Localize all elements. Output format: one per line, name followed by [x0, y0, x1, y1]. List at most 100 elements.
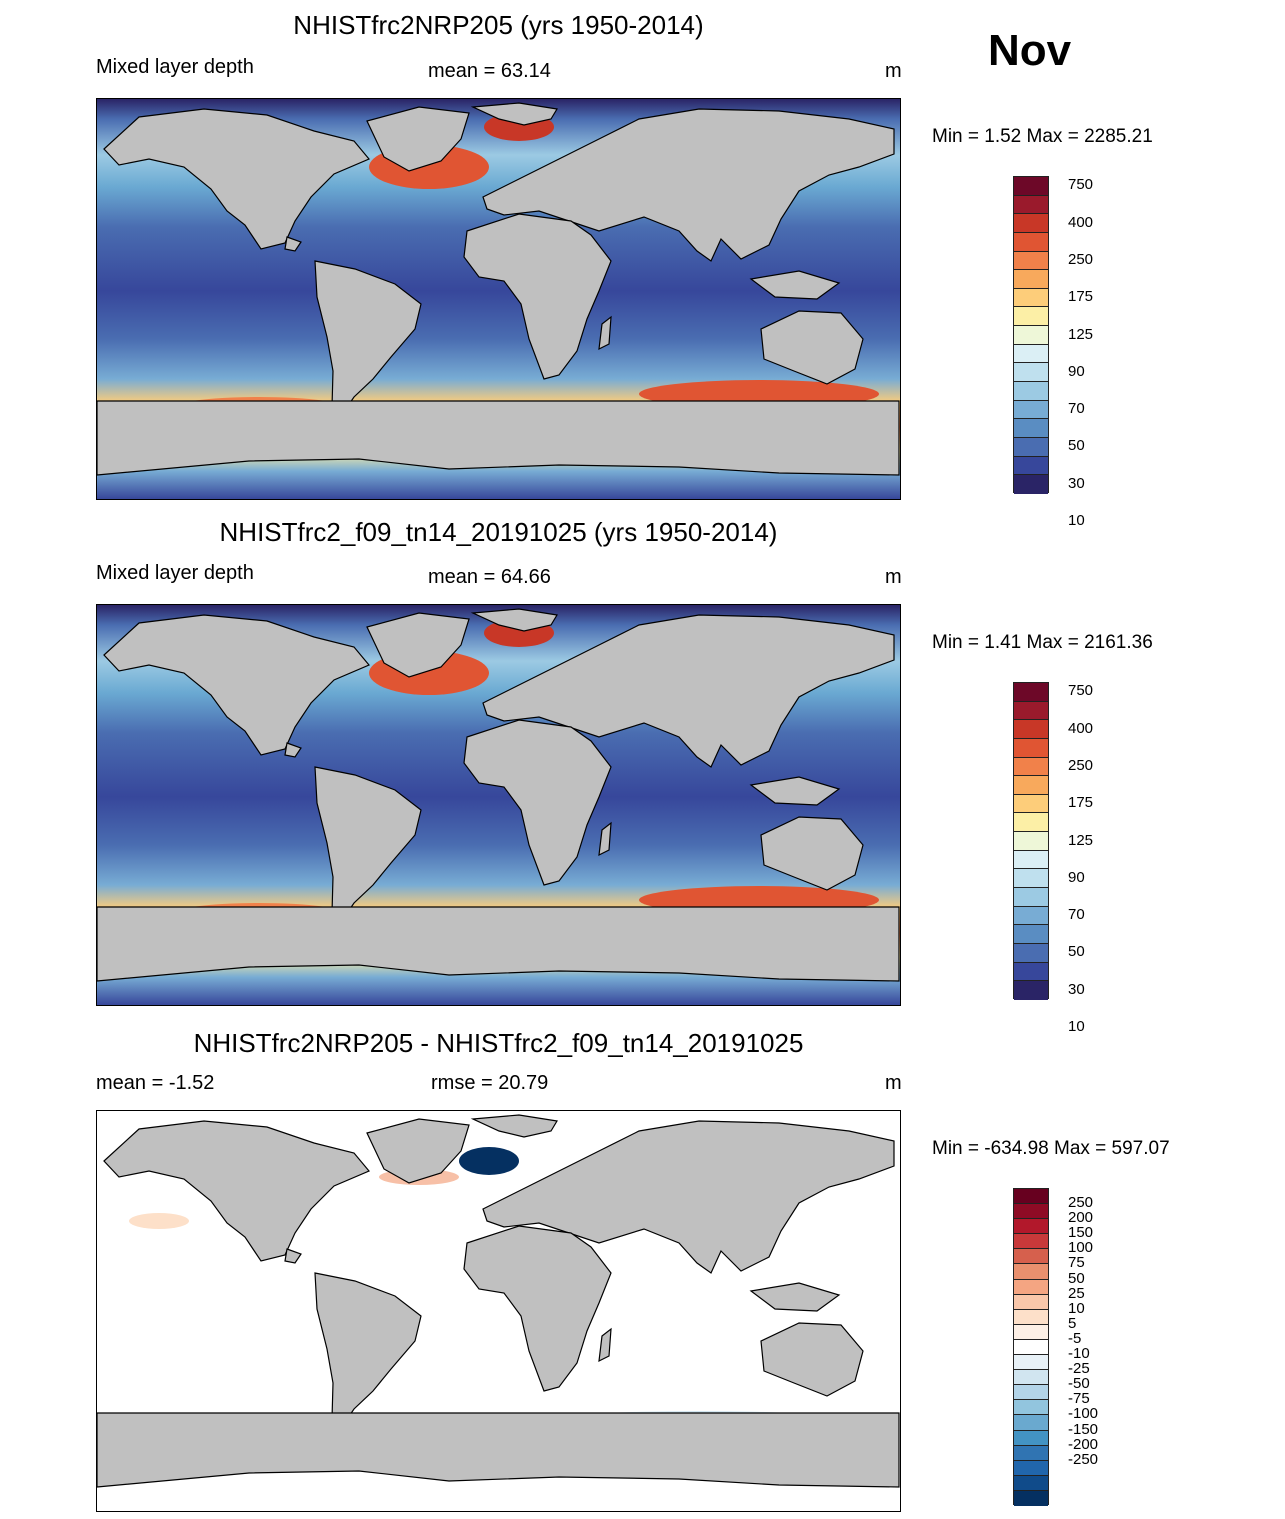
colorbar-swatch — [1014, 1370, 1048, 1386]
colorbar-swatch — [1014, 1430, 1048, 1446]
panel-3-mean-label: mean = -1.52 — [96, 1072, 215, 1094]
colorbar-swatch — [1014, 177, 1048, 196]
colorbar-swatch — [1014, 683, 1048, 702]
colorbar-swatch — [1014, 1309, 1048, 1325]
colorbar-swatch — [1014, 288, 1048, 308]
colorbar-swatch — [1014, 1204, 1048, 1220]
colorbar-swatch — [1014, 1400, 1048, 1416]
panel-2-title: NHISTfrc2_f09_tn14_20191025 (yrs 1950-20… — [219, 517, 778, 547]
colorbar-tick-label: 50 — [1068, 1269, 1085, 1287]
colorbar-swatch — [1014, 850, 1048, 870]
colorbar-tick-label: 125 — [1068, 831, 1094, 849]
colorbar-tick-label: 10 — [1068, 1017, 1085, 1035]
colorbar-swatch — [1014, 925, 1048, 944]
panel-2-mean-label: mean = 64.66 — [428, 566, 551, 588]
colorbar-swatch — [1014, 1234, 1048, 1250]
colorbar-tick-label: -150 — [1068, 1420, 1099, 1438]
colorbar-swatch — [1014, 1189, 1048, 1205]
colorbar-swatch — [1014, 456, 1048, 476]
colorbar-tick-label: 750 — [1068, 682, 1094, 700]
colorbar-tick-label: 100 — [1068, 1239, 1094, 1257]
colorbar-swatch — [1014, 720, 1048, 739]
colorbar-tick-label: 30 — [1068, 980, 1085, 998]
colorbar-swatch — [1014, 382, 1048, 401]
colorbar-tick-label: 90 — [1068, 868, 1085, 886]
colorbar-swatch — [1014, 813, 1048, 833]
colorbar-tick-label: 150 — [1068, 1224, 1094, 1242]
colorbar-swatch — [1014, 1355, 1048, 1371]
colorbar-swatch — [1014, 906, 1048, 926]
colorbar-swatch — [1014, 776, 1048, 795]
colorbar-swatch — [1014, 307, 1048, 327]
colorbar-swatch — [1014, 1249, 1048, 1265]
colorbar-tick-label: 10 — [1068, 511, 1085, 529]
colorbar-swatch — [1014, 1475, 1048, 1491]
colorbar-swatch — [1014, 1324, 1048, 1340]
colorbar-tick-label: 175 — [1068, 794, 1094, 812]
colorbar-swatch — [1014, 270, 1048, 289]
panel-1-title: NHISTfrc2NRP205 (yrs 1950-2014) — [293, 10, 704, 40]
colorbar-swatch — [1014, 943, 1048, 963]
colorbar-tick-label: -250 — [1068, 1450, 1099, 1468]
colorbar-tick-label: -50 — [1068, 1375, 1090, 1393]
colorbar-tick-label: 10 — [1068, 1299, 1085, 1317]
colorbar-tick-label: -10 — [1068, 1345, 1090, 1363]
colorbar-tick-label: 50 — [1068, 943, 1085, 961]
panel-2-variable-label: Mixed layer depth — [96, 562, 254, 584]
colorbar-tick-label: 5 — [1068, 1314, 1077, 1332]
panel-2-colorbar — [1013, 682, 1049, 1000]
panel-3-title: NHISTfrc2NRP205 - NHISTfrc2_f09_tn14_201… — [193, 1028, 804, 1058]
colorbar-tick-label: 75 — [1068, 1254, 1085, 1272]
colorbar-tick-label: 25 — [1068, 1284, 1085, 1302]
colorbar-swatch — [1014, 1264, 1048, 1280]
colorbar-tick-label: -100 — [1068, 1405, 1099, 1423]
colorbar-swatch — [1014, 1219, 1048, 1235]
panel-1-mean-label: mean = 63.14 — [428, 60, 551, 82]
panel-1-colorbar — [1013, 176, 1049, 494]
panel-2-map — [96, 604, 901, 1006]
colorbar-swatch — [1014, 794, 1048, 814]
colorbar-swatch — [1014, 419, 1048, 438]
colorbar-tick-label: 50 — [1068, 437, 1085, 455]
colorbar-swatch — [1014, 738, 1048, 758]
panel-3-rmse-label: rmse = 20.79 — [431, 1072, 549, 1094]
colorbar-tick-label: -200 — [1068, 1435, 1099, 1453]
colorbar-tick-label: 70 — [1068, 906, 1085, 924]
colorbar-tick-label: 400 — [1068, 719, 1094, 737]
colorbar-swatch — [1014, 195, 1048, 215]
colorbar-swatch — [1014, 232, 1048, 252]
colorbar-tick-label: 30 — [1068, 474, 1085, 492]
colorbar-swatch — [1014, 1460, 1048, 1476]
panel-3-map — [96, 1110, 901, 1512]
panel-3-colorbar — [1013, 1188, 1049, 1506]
colorbar-swatch — [1014, 888, 1048, 907]
colorbar-swatch — [1014, 757, 1048, 777]
colorbar-tick-label: 250 — [1068, 1194, 1094, 1212]
colorbar-swatch — [1014, 1445, 1048, 1461]
colorbar-swatch — [1014, 1279, 1048, 1295]
panel-1-variable-label: Mixed layer depth — [96, 56, 254, 78]
colorbar-swatch — [1014, 1339, 1048, 1356]
colorbar-swatch — [1014, 475, 1048, 494]
panel-3-minmax: Min = -634.98 Max = 597.07 — [932, 1138, 1170, 1159]
colorbar-tick-label: 90 — [1068, 362, 1085, 380]
colorbar-swatch — [1014, 363, 1048, 383]
colorbar-tick-label: 175 — [1068, 288, 1094, 306]
colorbar-swatch — [1014, 832, 1048, 851]
panel-1-minmax: Min = 1.52 Max = 2285.21 — [932, 126, 1153, 147]
colorbar-swatch — [1014, 400, 1048, 420]
colorbar-swatch — [1014, 251, 1048, 271]
colorbar-swatch — [1014, 981, 1048, 1000]
colorbar-swatch — [1014, 326, 1048, 345]
colorbar-swatch — [1014, 344, 1048, 364]
panel-1-units: m — [885, 60, 902, 82]
colorbar-swatch — [1014, 701, 1048, 721]
colorbar-swatch — [1014, 1490, 1048, 1506]
colorbar-tick-label: 70 — [1068, 400, 1085, 418]
colorbar-swatch — [1014, 437, 1048, 457]
colorbar-swatch — [1014, 1385, 1048, 1401]
colorbar-tick-label: 125 — [1068, 325, 1094, 343]
month-label: Nov — [988, 26, 1072, 75]
colorbar-tick-label: 250 — [1068, 250, 1094, 268]
colorbar-tick-label: -75 — [1068, 1390, 1090, 1408]
